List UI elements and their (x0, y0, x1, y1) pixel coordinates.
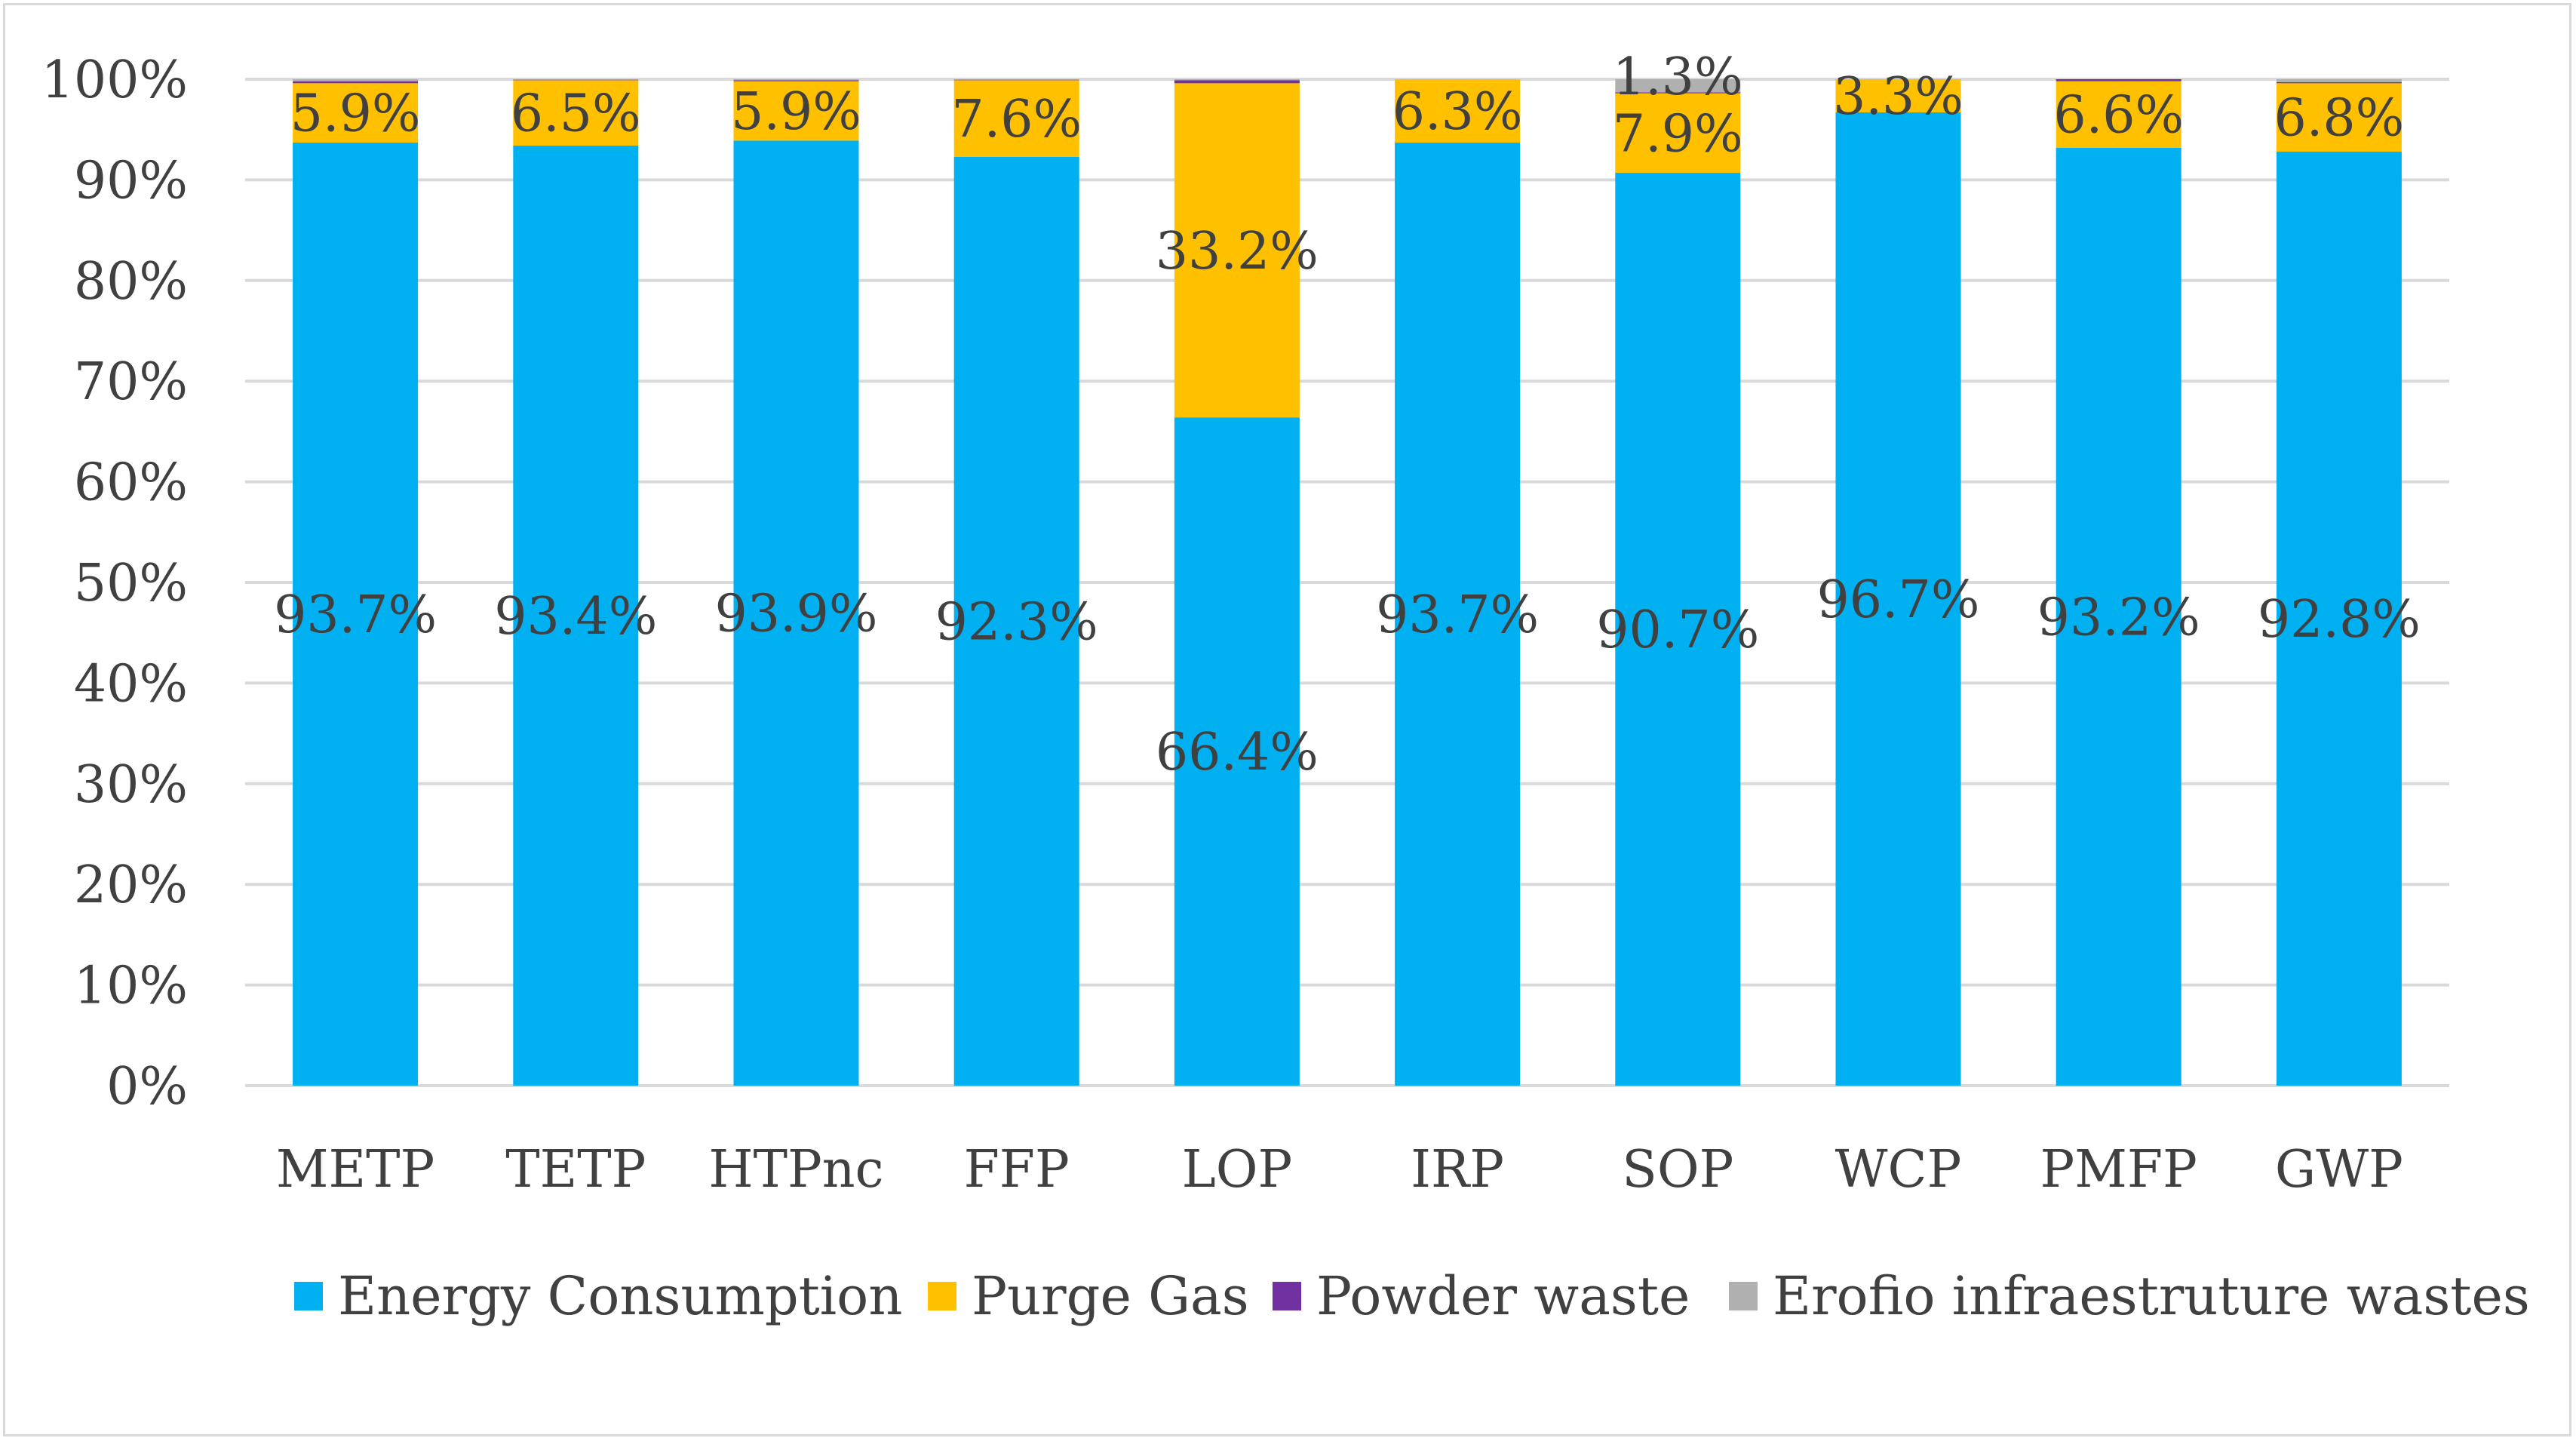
data-label-metp-purge-gas: 5.9% (290, 84, 421, 144)
data-label-pmfp-purge-gas: 6.6% (2053, 86, 2184, 146)
bar-segment-metp-energy-consumption (293, 143, 419, 1086)
bar-segment-sop-powder-waste (1615, 92, 1741, 94)
bar-segment-pmfp-powder-waste (2056, 79, 2181, 81)
legend-label: Powder waste (1316, 1265, 1690, 1327)
y-tick-label: 70% (74, 352, 188, 412)
x-tick-label: PMFP (2040, 1140, 2197, 1200)
bar-segment-sop-purge-gas (1615, 93, 1741, 174)
bar-segment-tetp-energy-consumption (513, 146, 639, 1086)
bar-segment-htpnc-powder-waste (733, 80, 859, 81)
bar-segment-gwp-erofio-infraestruture-wastes (2276, 79, 2402, 83)
y-tick-label: 50% (74, 554, 188, 613)
legend-label: Energy Consumption (338, 1265, 902, 1327)
bar-segment-metp-purge-gas (293, 83, 419, 143)
bar-segment-sop-energy-consumption (1615, 173, 1741, 1086)
bar-segment-lop-erofio-infraestruture-wastes (1174, 79, 1300, 81)
legend-swatch (1273, 1282, 1301, 1310)
bar-segment-gwp-purge-gas (2276, 83, 2402, 152)
bar-segment-ffp-energy-consumption (953, 156, 1079, 1086)
y-tick-label: 40% (74, 654, 188, 714)
y-tick-label: 0% (106, 1057, 188, 1117)
y-tick-label: 30% (74, 755, 188, 815)
legend: Energy Consumption Purge Gas Powder waste E… (294, 1265, 2530, 1327)
bar-segment-metp-erofio-infraestruture-wastes (293, 79, 419, 81)
x-tick-label: LOP (1182, 1140, 1293, 1200)
y-axis-tick-labels: 0% 10% 20% 30% 40% 50% 60% 70% 80% 90% 100% (41, 51, 188, 1117)
bar-segment-lop-purge-gas (1174, 83, 1300, 418)
legend-swatch (294, 1282, 323, 1310)
bar-segment-htpnc-erofio-infraestruture-wastes (733, 79, 859, 81)
x-axis-category-labels: METP TETP HTPnc FFP LOP IRP SOP WCP PMFP GWP (276, 1140, 2403, 1200)
data-label-gwp-energy-consumption: 92.8% (2258, 590, 2421, 650)
data-label-gwp-purge-gas: 6.8% (2274, 89, 2405, 149)
y-tick-label: 10% (74, 957, 188, 1016)
stacked-bar-chart: 0% 10% 20% 30% 40% 50% 60% 70% 80% 90% 100% 93.7% 5… (41, 48, 2530, 1327)
data-label-wcp-purge-gas: 3.3% (1833, 67, 1963, 127)
data-label-irp-energy-consumption: 93.7% (1376, 585, 1539, 645)
x-tick-label: WCP (1835, 1140, 1962, 1200)
data-label-wcp-energy-consumption: 96.7% (1816, 570, 1979, 630)
bar-segment-pmfp-energy-consumption (2056, 147, 2181, 1086)
x-tick-label: SOP (1622, 1140, 1733, 1200)
bar-segment-gwp-powder-waste (2276, 82, 2402, 84)
data-label-sop-purge-gas: 7.9% (1613, 104, 1743, 164)
data-label-tetp-energy-consumption: 93.4% (494, 587, 657, 647)
y-tick-label: 20% (74, 856, 188, 915)
bar-segment-tetp-purge-gas (513, 80, 639, 146)
data-label-irp-purge-gas: 6.3% (1392, 82, 1523, 142)
bar-segment-tetp-powder-waste (513, 79, 639, 81)
bar-segment-tetp-erofio-infraestruture-wastes (513, 79, 639, 80)
bar-segment-irp-purge-gas (1395, 79, 1521, 143)
data-label-tetp-purge-gas: 6.5% (511, 84, 641, 144)
legend-swatch (928, 1282, 956, 1310)
y-tick-label: 90% (74, 151, 188, 210)
legend-label: Purge Gas (972, 1265, 1249, 1327)
bar-segment-ffp-erofio-infraestruture-wastes (953, 79, 1079, 80)
x-tick-label: HTPnc (708, 1140, 883, 1200)
bar-segment-wcp-purge-gas (1835, 79, 1961, 113)
bar-segment-lop-powder-waste (1174, 80, 1300, 84)
bar-segment-irp-energy-consumption (1395, 143, 1521, 1086)
bar-segment-sop-erofio-infraestruture-wastes (1615, 79, 1741, 93)
data-labels: 93.7% 5.9% 93.4% 6.5% 93.9% 5.9% 92.3% 7.6% 66.4… (274, 48, 2421, 782)
legend-swatch (1729, 1282, 1758, 1310)
data-label-sop-erofio-infraestruture-wastes: 1.3% (1613, 48, 1743, 107)
data-label-ffp-purge-gas: 7.6% (951, 90, 1082, 149)
y-tick-label: 80% (74, 252, 188, 312)
chart-frame: 0% 10% 20% 30% 40% 50% 60% 70% 80% 90% 100% 93.7% 5… (3, 3, 2571, 1436)
data-label-lop-purge-gas: 33.2% (1156, 222, 1319, 281)
data-label-ffp-energy-consumption: 92.3% (935, 592, 1098, 652)
data-label-htpnc-purge-gas: 5.9% (731, 82, 861, 142)
x-tick-label: IRP (1411, 1140, 1504, 1200)
data-label-lop-energy-consumption: 66.4% (1156, 723, 1319, 782)
bars (293, 79, 2402, 1086)
bar-segment-ffp-purge-gas (953, 80, 1079, 157)
bar-segment-ffp-powder-waste (953, 79, 1079, 81)
bar-segment-gwp-energy-consumption (2276, 152, 2402, 1086)
bar-segment-lop-energy-consumption (1174, 417, 1300, 1086)
y-tick-label: 100% (41, 51, 188, 110)
x-tick-label: TETP (505, 1140, 646, 1200)
bar-segment-wcp-energy-consumption (1835, 112, 1961, 1086)
data-label-sop-energy-consumption: 90.7% (1596, 601, 1759, 660)
x-tick-label: GWP (2275, 1140, 2403, 1200)
bar-segment-pmfp-purge-gas (2056, 81, 2181, 148)
y-tick-label: 60% (74, 453, 188, 513)
bar-segment-htpnc-energy-consumption (733, 140, 859, 1086)
legend-label: Erofio infraestruture wastes (1773, 1265, 2530, 1327)
data-label-htpnc-energy-consumption: 93.9% (714, 585, 877, 644)
bar-segment-htpnc-purge-gas (733, 81, 859, 141)
data-label-metp-energy-consumption: 93.7% (274, 585, 437, 645)
bar-segment-metp-powder-waste (293, 81, 419, 84)
data-label-pmfp-energy-consumption: 93.2% (2037, 588, 2200, 647)
x-tick-label: FFP (964, 1140, 1070, 1200)
x-tick-label: METP (276, 1140, 434, 1200)
